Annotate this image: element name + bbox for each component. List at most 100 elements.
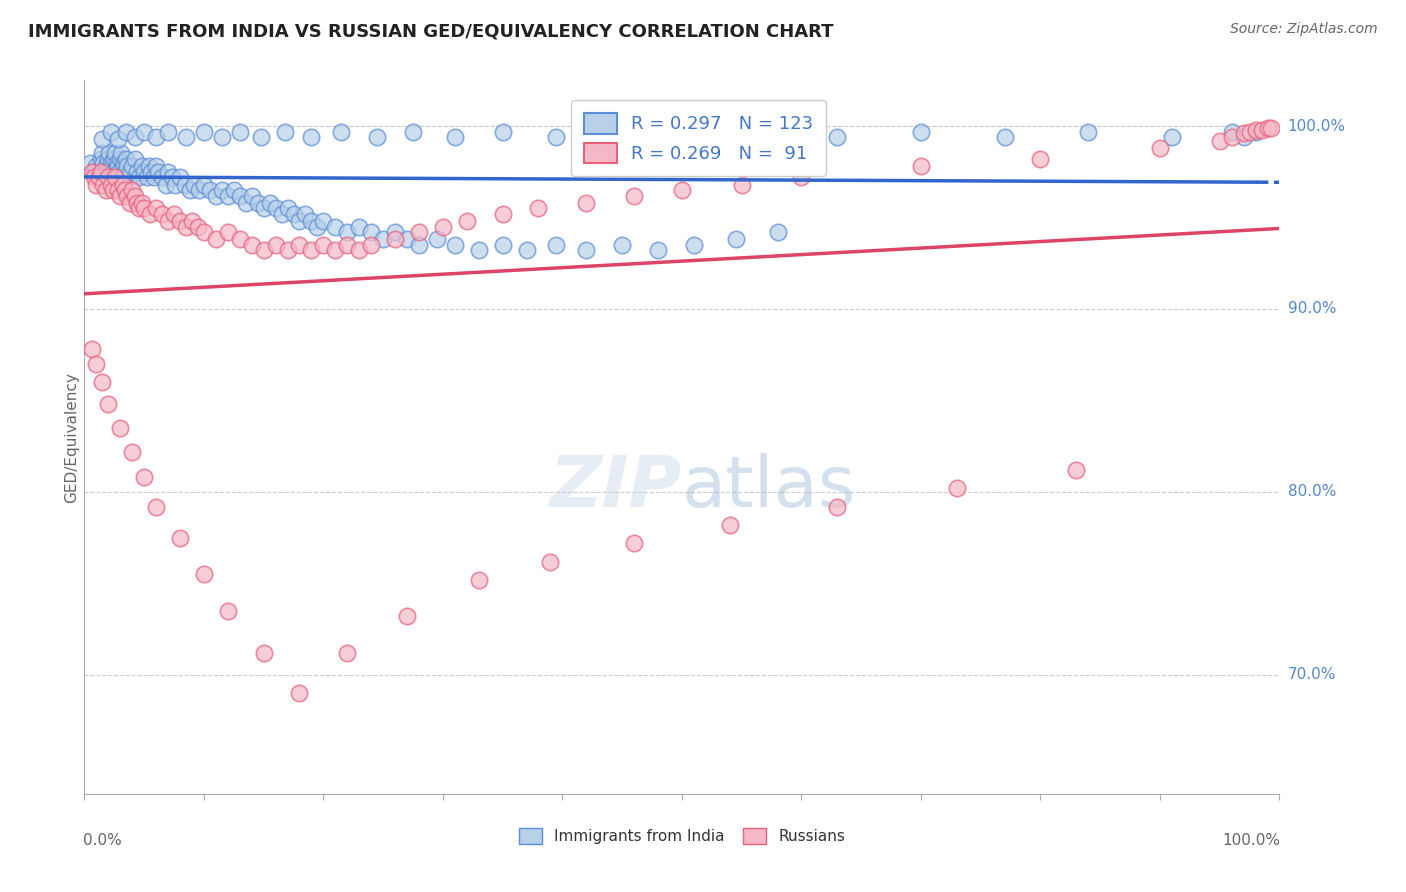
Point [117, 188, 139, 202]
Point [1149, 141, 1171, 155]
Point [110, 188, 132, 202]
Point [277, 202, 299, 216]
Point [98, 146, 121, 161]
Point [718, 517, 741, 532]
Point [468, 573, 491, 587]
Point [384, 225, 406, 239]
Point [114, 183, 136, 197]
Point [117, 170, 139, 185]
Point [1161, 130, 1184, 145]
Text: 100.0%: 100.0% [1223, 833, 1281, 848]
Point [724, 232, 747, 246]
Point [444, 130, 467, 145]
Point [647, 244, 669, 258]
Point [492, 207, 515, 221]
Point [408, 238, 430, 252]
Point [264, 238, 287, 252]
Point [229, 232, 252, 246]
Point [366, 130, 388, 145]
Point [546, 130, 568, 145]
Point [217, 188, 239, 202]
Point [330, 124, 353, 138]
Point [83, 170, 105, 185]
Point [456, 214, 478, 228]
Point [605, 124, 627, 138]
Point [128, 202, 150, 216]
Point [1077, 124, 1099, 138]
Point [790, 170, 813, 185]
Point [1244, 122, 1267, 136]
Text: 80.0%: 80.0% [1288, 484, 1336, 500]
Point [107, 159, 129, 173]
Point [118, 195, 141, 210]
Point [766, 225, 789, 239]
Point [193, 567, 215, 582]
Point [492, 124, 515, 138]
Point [86, 159, 108, 173]
Y-axis label: GED/Equivalency: GED/Equivalency [63, 372, 79, 502]
Point [540, 554, 562, 568]
Point [264, 202, 287, 216]
Point [139, 207, 162, 221]
Point [83, 165, 105, 179]
Point [112, 159, 135, 173]
Point [217, 225, 239, 239]
Text: 0.0%: 0.0% [83, 833, 122, 848]
Point [150, 170, 173, 185]
Point [188, 183, 211, 197]
Point [86, 178, 108, 192]
Point [101, 165, 124, 179]
Point [97, 170, 120, 185]
Point [1220, 130, 1243, 145]
Text: Source: ZipAtlas.com: Source: ZipAtlas.com [1230, 22, 1378, 37]
Point [169, 214, 191, 228]
Point [683, 238, 706, 252]
Text: 100.0%: 100.0% [1288, 119, 1346, 134]
Point [211, 130, 233, 145]
Point [100, 124, 122, 138]
Point [173, 178, 195, 192]
Point [115, 124, 138, 138]
Point [198, 183, 221, 197]
Point [131, 195, 153, 210]
Point [444, 238, 467, 252]
Point [1244, 124, 1267, 138]
Point [250, 130, 273, 145]
Point [432, 219, 454, 234]
Point [288, 686, 311, 700]
Point [97, 397, 120, 411]
Point [114, 165, 136, 179]
Point [93, 178, 115, 192]
Point [516, 244, 538, 258]
Point [91, 132, 114, 146]
Point [396, 232, 419, 246]
Point [145, 202, 167, 216]
Point [174, 130, 197, 145]
Point [110, 146, 132, 161]
Point [946, 481, 969, 495]
Point [1233, 130, 1256, 145]
Point [104, 170, 127, 185]
Point [179, 183, 201, 197]
Point [100, 155, 122, 169]
Point [107, 183, 129, 197]
Point [288, 238, 311, 252]
Point [623, 536, 645, 550]
Point [827, 130, 849, 145]
Point [1066, 463, 1088, 477]
Point [408, 225, 430, 239]
Point [253, 646, 276, 660]
Point [169, 170, 191, 185]
Point [121, 159, 143, 173]
Point [283, 207, 305, 221]
Point [157, 165, 180, 179]
Point [312, 238, 335, 252]
Point [229, 124, 252, 138]
Point [288, 214, 311, 228]
Point [373, 232, 395, 246]
Point [301, 244, 323, 258]
Point [492, 238, 515, 252]
Point [1250, 122, 1272, 136]
Point [910, 159, 932, 173]
Point [142, 170, 165, 185]
